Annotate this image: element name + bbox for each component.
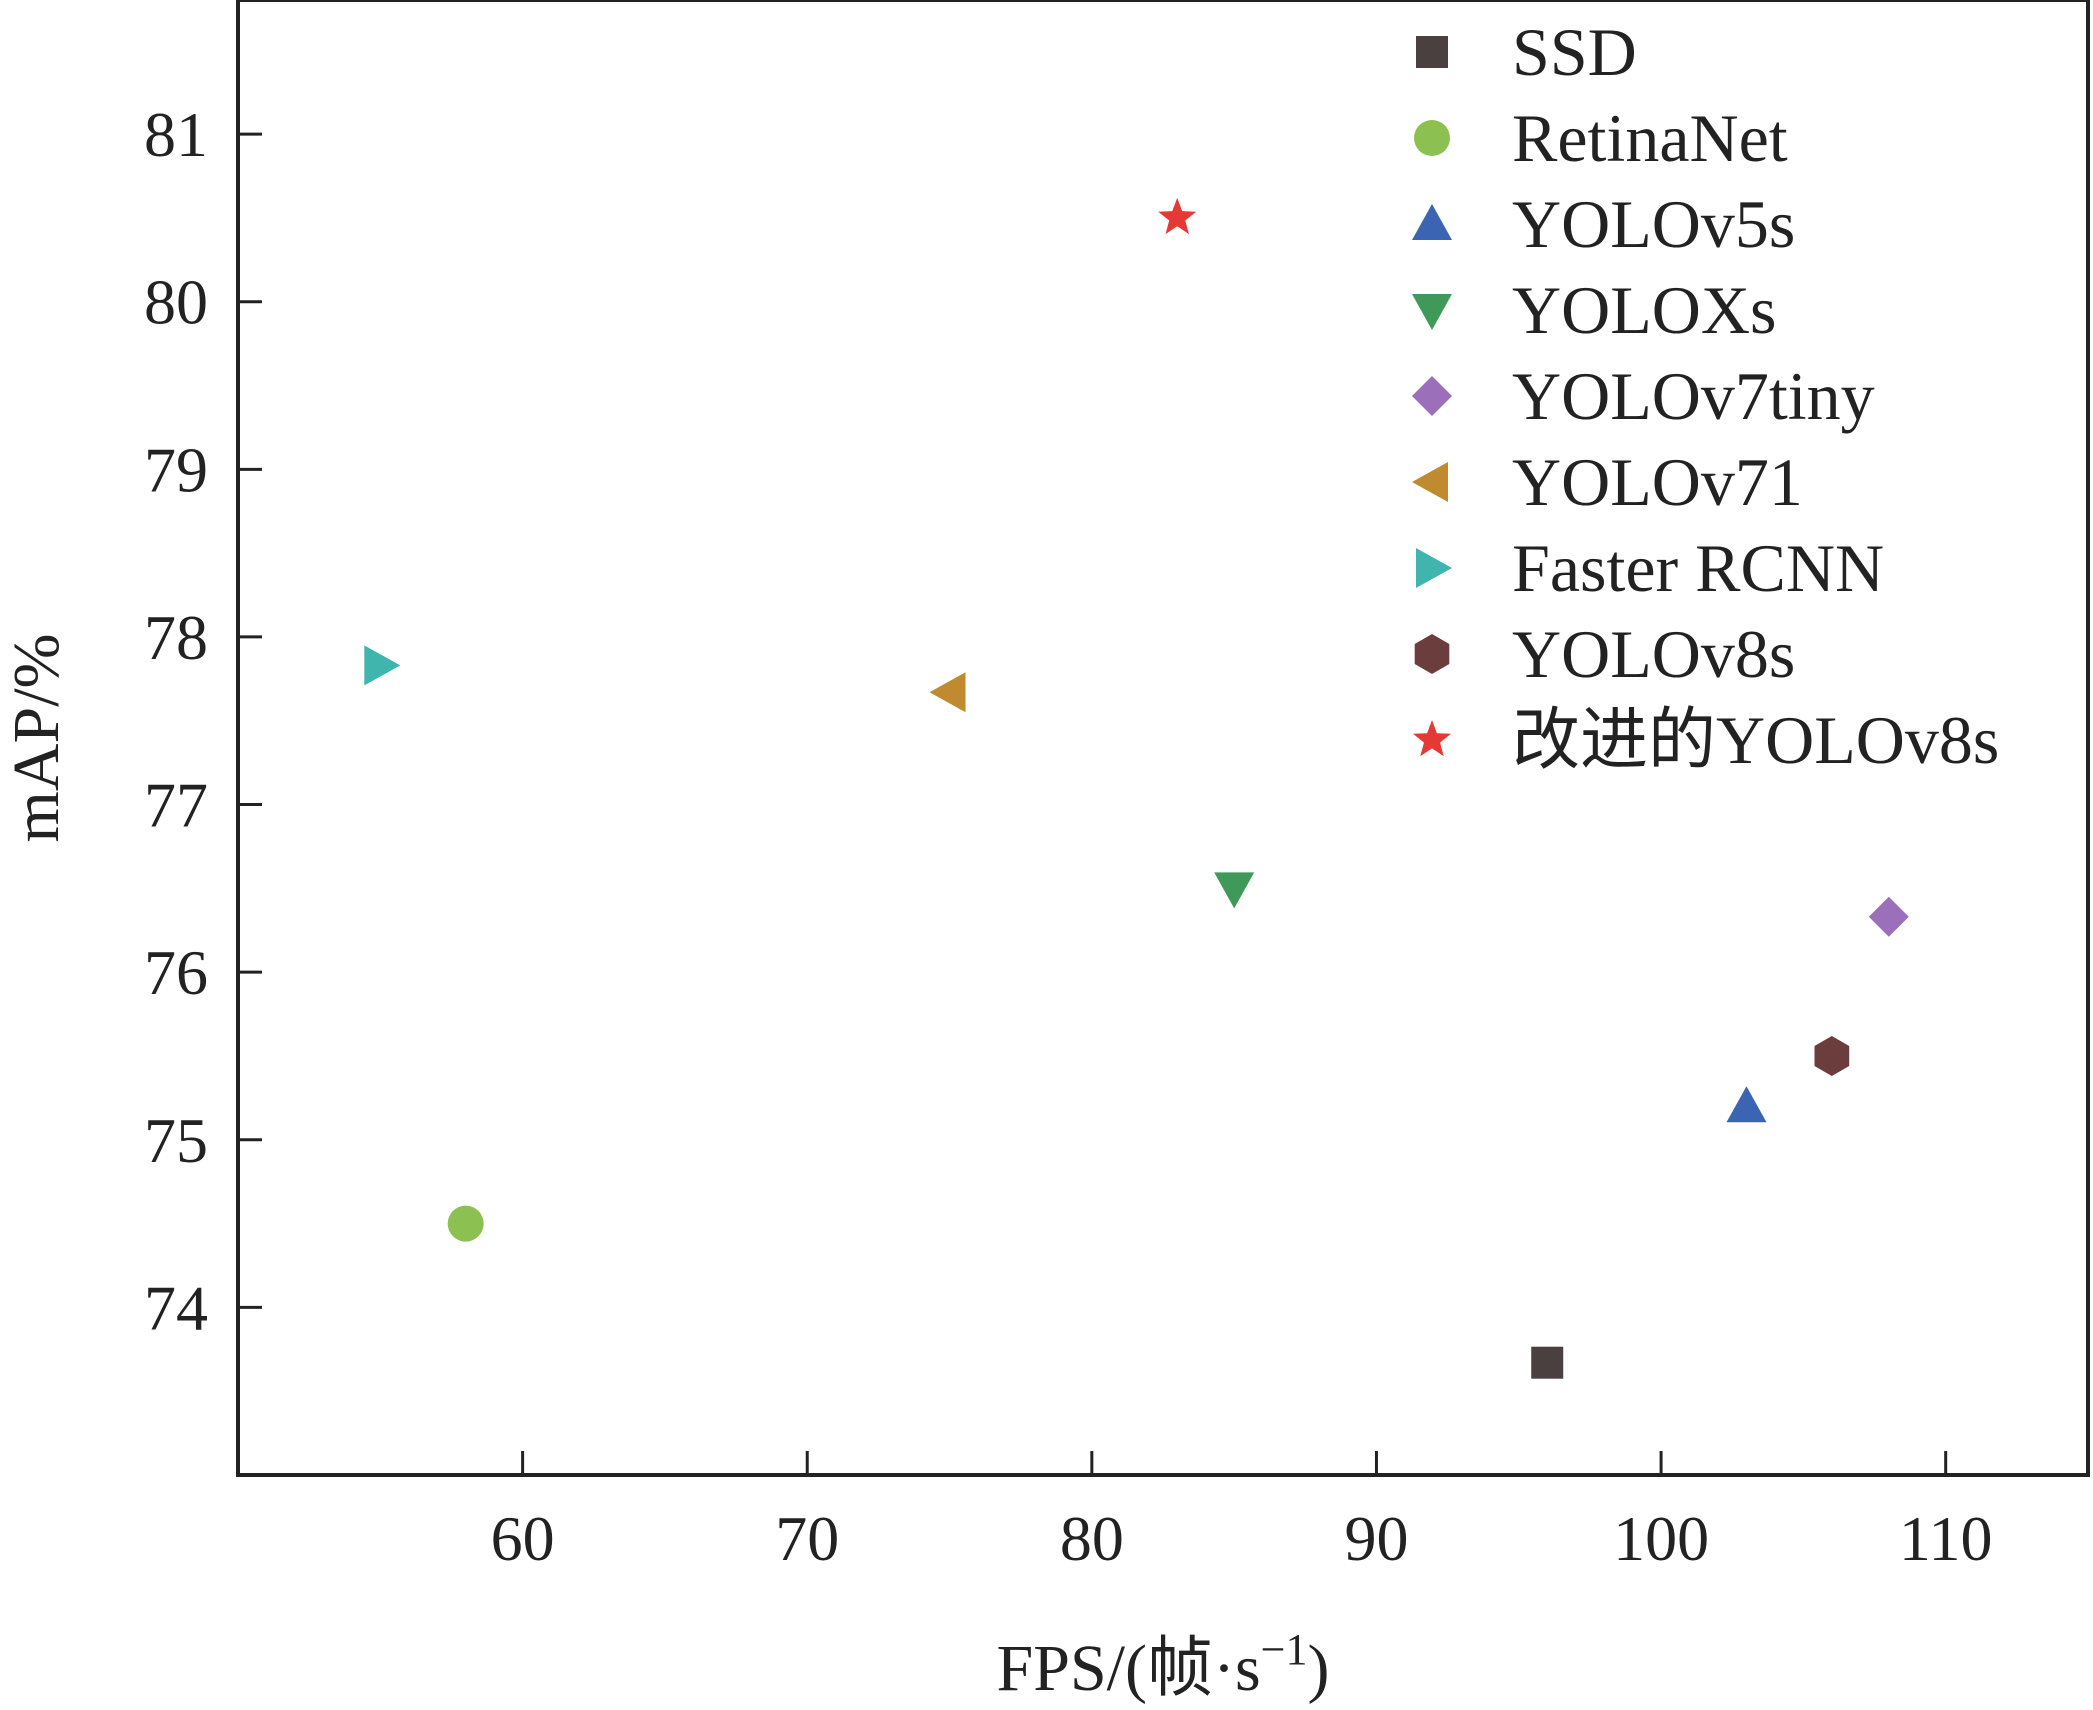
data-point bbox=[364, 645, 401, 686]
legend-label: 改进的YOLOv8s bbox=[1512, 702, 1999, 778]
x-tick-label: 60 bbox=[491, 1503, 555, 1574]
x-tick-label: 70 bbox=[775, 1503, 839, 1574]
x-tick-label: 110 bbox=[1899, 1503, 1993, 1574]
legend-marker bbox=[1416, 548, 1452, 588]
y-tick-label: 76 bbox=[144, 937, 208, 1008]
legend-marker bbox=[1412, 376, 1452, 416]
legend-label: Faster RCNN bbox=[1512, 530, 1884, 606]
legend-label: YOLOv71 bbox=[1512, 444, 1803, 520]
legend-label: RetinaNet bbox=[1512, 100, 1788, 176]
legend: SSD RetinaNet YOLOv5s YOLOXs YOLOv7tiny YOLOv… bbox=[1412, 14, 1999, 778]
data-point bbox=[1214, 872, 1255, 909]
legend-marker bbox=[1413, 720, 1451, 757]
y-tick-label: 80 bbox=[144, 267, 208, 338]
data-point bbox=[1158, 197, 1197, 235]
data-point bbox=[1726, 1086, 1767, 1123]
data-point bbox=[1868, 896, 1909, 937]
y-axis-ticks: 74 75 76 77 78 79 80 81 bbox=[144, 99, 262, 1343]
x-tick-label: 80 bbox=[1060, 1503, 1124, 1574]
data-point bbox=[447, 1205, 484, 1242]
legend-marker bbox=[1412, 462, 1448, 502]
legend-label: YOLOXs bbox=[1512, 272, 1776, 348]
y-axis-title: mAP/% bbox=[0, 633, 73, 842]
data-point bbox=[1814, 1036, 1850, 1076]
y-tick-label: 78 bbox=[144, 602, 208, 673]
data-point bbox=[929, 672, 966, 713]
legend-marker bbox=[1412, 204, 1452, 240]
legend-label: YOLOv8s bbox=[1512, 616, 1795, 692]
y-tick-label: 74 bbox=[144, 1272, 208, 1343]
legend-label: SSD bbox=[1512, 14, 1637, 90]
legend-marker bbox=[1412, 294, 1452, 330]
y-tick-label: 81 bbox=[144, 99, 208, 170]
legend-marker bbox=[1416, 36, 1448, 68]
legend-marker bbox=[1414, 634, 1450, 674]
x-tick-label: 90 bbox=[1344, 1503, 1408, 1574]
data-point bbox=[1531, 1346, 1564, 1379]
x-axis-ticks: 60 70 80 90 100 110 bbox=[491, 1451, 1993, 1574]
legend-label: YOLOv5s bbox=[1512, 186, 1795, 262]
legend-marker bbox=[1414, 120, 1450, 156]
y-tick-label: 75 bbox=[144, 1105, 208, 1176]
plot-frame bbox=[236, 0, 2090, 1477]
y-tick-label: 77 bbox=[144, 770, 208, 841]
x-axis-title: FPS/(帧·s−1) bbox=[997, 1625, 1330, 1705]
y-tick-label: 79 bbox=[144, 434, 208, 505]
x-tick-label: 100 bbox=[1613, 1503, 1709, 1574]
data-points bbox=[364, 197, 1909, 1379]
legend-label: YOLOv7tiny bbox=[1512, 358, 1875, 434]
